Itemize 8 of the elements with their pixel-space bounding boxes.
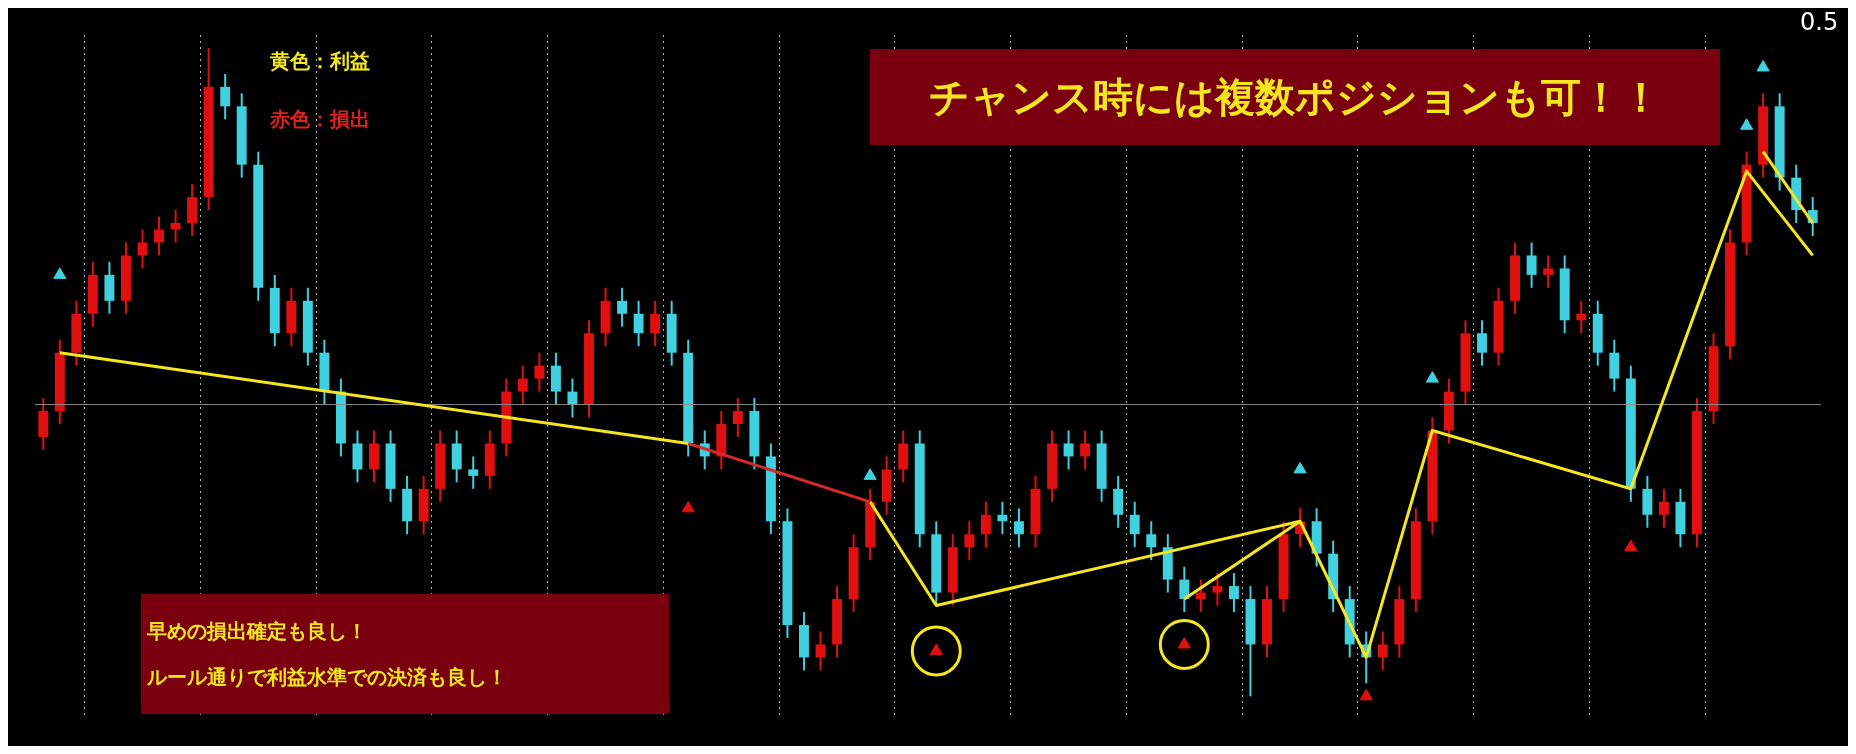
annotation: チャンス時には複数ポジションも可！！: [929, 72, 1661, 122]
annotation: 黄色：利益: [270, 49, 370, 73]
annotation: 早めの損出確定も良し！: [147, 619, 367, 643]
note-box: 早めの損出確定も良し！ ルール通りで利益水準での決済も良し！: [141, 594, 669, 714]
annotation: ルール通りで利益水準での決済も良し！: [147, 665, 507, 689]
annotation: 赤色：損出: [270, 107, 370, 131]
note-box: チャンス時には複数ポジションも可！！: [870, 49, 1720, 145]
text: 0.5: [1800, 8, 1839, 36]
